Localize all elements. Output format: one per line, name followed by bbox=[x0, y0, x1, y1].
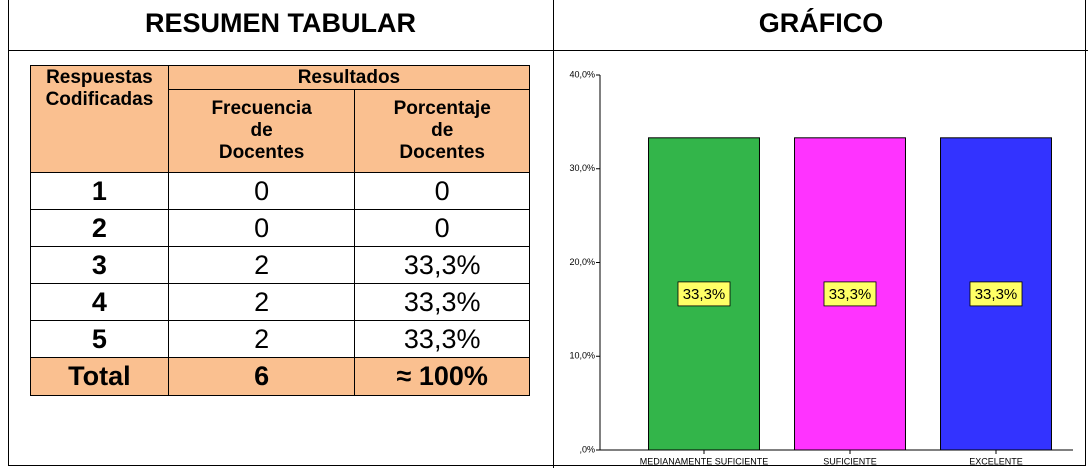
table-cell: 2 bbox=[30, 209, 169, 247]
table-cell: Total bbox=[30, 357, 169, 396]
label-box bbox=[969, 281, 1023, 307]
y-tick-label: 20,0% bbox=[569, 257, 595, 267]
table-row: Total 6 ≈ 100% bbox=[30, 357, 530, 396]
section-title: GRÁFICO bbox=[758, 8, 884, 38]
x-tick-label: EXCELENTE bbox=[969, 456, 1023, 466]
data-label: 33,3% bbox=[975, 286, 1018, 303]
table-row: 5 2 33,3% bbox=[30, 320, 530, 358]
table-cell: 33,3% bbox=[354, 320, 530, 358]
header-text: Porcentaje de Docentes bbox=[393, 98, 491, 163]
data-label: 33,3% bbox=[683, 286, 726, 303]
table-cell: 2 bbox=[167, 283, 356, 321]
label-box bbox=[823, 281, 877, 307]
x-tick-label: MEDIANAMENTE SUFICIENTE bbox=[640, 456, 769, 466]
x-tick-label: SUFICIENTE bbox=[823, 456, 877, 466]
table-cell: 0 bbox=[167, 172, 356, 210]
label-box bbox=[677, 281, 731, 307]
table-row: 4 2 33,3% bbox=[30, 283, 530, 321]
column-header: Respuestas Codificadas bbox=[30, 65, 169, 173]
y-tick-label: ,0% bbox=[579, 444, 595, 454]
divider bbox=[553, 0, 554, 468]
column-header: Frecuencia de Docentes bbox=[167, 89, 356, 173]
table-cell: 33,3% bbox=[354, 246, 530, 284]
y-tick-label: 40,0% bbox=[569, 69, 595, 79]
header-text: Frecuencia de Docentes bbox=[211, 98, 312, 163]
table-cell: 2 bbox=[167, 320, 356, 358]
table-cell: 1 bbox=[30, 172, 169, 210]
table-cell: 33,3% bbox=[354, 283, 530, 321]
section-title: RESUMEN TABULAR bbox=[145, 8, 416, 38]
summary-table: Respuestas Codificadas Resultados Frecue… bbox=[30, 65, 531, 396]
y-tick-label: 10,0% bbox=[569, 351, 595, 361]
y-tick-label: 30,0% bbox=[569, 163, 595, 173]
data-label: 33,3% bbox=[829, 286, 872, 303]
table-cell: 6 bbox=[167, 357, 356, 396]
table-cell: ≈ 100% bbox=[354, 357, 530, 396]
divider bbox=[8, 50, 1088, 51]
header-text: Respuestas Codificadas bbox=[45, 67, 154, 110]
frame bbox=[8, 0, 1086, 466]
table-cell: 5 bbox=[30, 320, 169, 358]
column-header: Porcentaje de Docentes bbox=[354, 89, 530, 173]
group-header: Resultados bbox=[167, 65, 531, 90]
